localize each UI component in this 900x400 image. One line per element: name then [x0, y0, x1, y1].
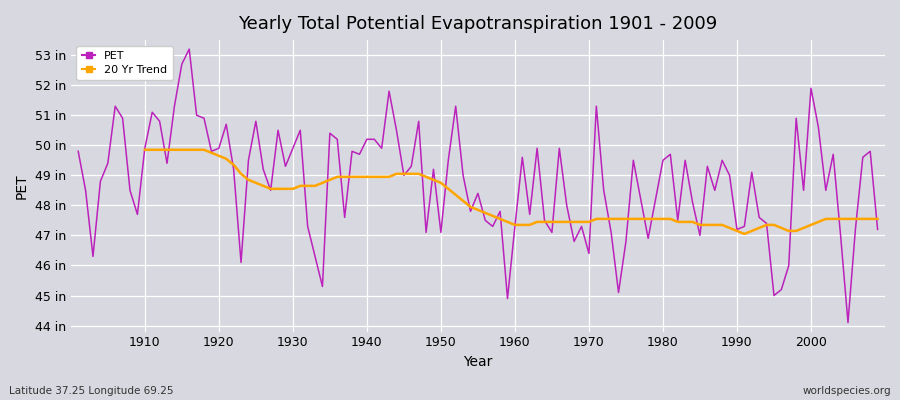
Text: worldspecies.org: worldspecies.org: [803, 386, 891, 396]
X-axis label: Year: Year: [464, 355, 492, 369]
Text: Latitude 37.25 Longitude 69.25: Latitude 37.25 Longitude 69.25: [9, 386, 174, 396]
Legend: PET, 20 Yr Trend: PET, 20 Yr Trend: [76, 46, 173, 80]
Title: Yearly Total Potential Evapotranspiration 1901 - 2009: Yearly Total Potential Evapotranspiratio…: [238, 15, 717, 33]
Y-axis label: PET: PET: [15, 173, 29, 199]
